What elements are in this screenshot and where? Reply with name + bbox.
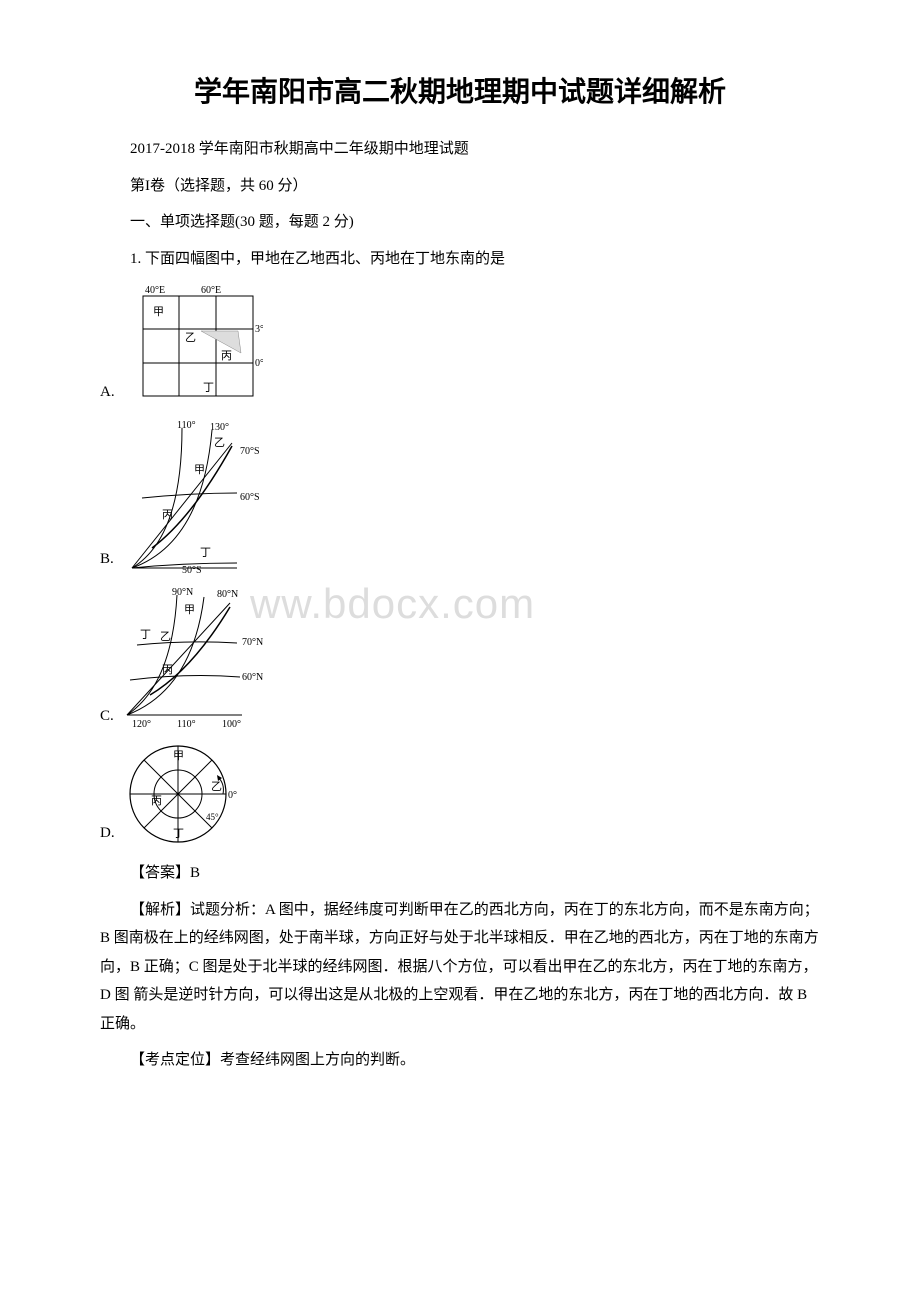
svg-text:60°N: 60°N bbox=[242, 672, 263, 683]
svg-text:130°: 130° bbox=[210, 422, 229, 433]
svg-text:80°N: 80°N bbox=[217, 589, 238, 600]
svg-text:乙: 乙 bbox=[214, 436, 225, 449]
exam-point: 【考点定位】考查经纬网图上方向的判断。 bbox=[100, 1046, 820, 1075]
diagram-c: 90°N 80°N 70°N 60°N 120° 110° 100° 甲 乙 丁… bbox=[122, 585, 277, 730]
svg-text:丁: 丁 bbox=[203, 382, 214, 394]
svg-text:丙: 丙 bbox=[221, 350, 232, 362]
page-title: 学年南阳市高二秋期地理期中试题详细解析 bbox=[100, 70, 820, 110]
option-c-label: C. bbox=[100, 708, 114, 725]
option-b-label: B. bbox=[100, 551, 114, 568]
svg-text:110°: 110° bbox=[177, 719, 196, 730]
svg-text:110°: 110° bbox=[177, 420, 196, 431]
analysis-text: 【解析】试题分析：A 图中，据经纬度可判断甲在乙的西北方向，丙在丁的东北方向，而… bbox=[100, 896, 820, 1039]
svg-text:60°E: 60°E bbox=[201, 285, 221, 296]
svg-text:70°S: 70°S bbox=[240, 446, 260, 457]
diagram-b: 110° 130° 70°S 60°S 50°S 甲 乙 丙 丁 bbox=[122, 418, 272, 573]
document-content: 学年南阳市高二秋期地理期中试题详细解析 2017-2018 学年南阳市秋期高中二… bbox=[100, 70, 820, 1075]
diagram-a: 40°E 60°E 3° 0° 甲 乙 丙 丁 bbox=[123, 281, 263, 406]
svg-text:甲: 甲 bbox=[194, 464, 205, 476]
svg-text:60°S: 60°S bbox=[240, 492, 260, 503]
option-c-row: C. 90°N 80°N 70°N 60°N 120° 110° 100° 甲 … bbox=[100, 585, 820, 730]
question-1: 1. 下面四幅图中，甲地在乙地西北、丙地在丁地东南的是 bbox=[100, 245, 820, 274]
section-label: 第I卷（选择题，共 60 分） bbox=[100, 172, 820, 201]
svg-text:0°: 0° bbox=[228, 790, 237, 801]
part-label: 一、单项选择题(30 题，每题 2 分) bbox=[100, 208, 820, 237]
svg-text:丁: 丁 bbox=[200, 547, 211, 559]
svg-text:甲: 甲 bbox=[153, 306, 164, 318]
svg-text:50°S: 50°S bbox=[182, 565, 202, 573]
svg-text:丁: 丁 bbox=[140, 629, 151, 641]
svg-text:甲: 甲 bbox=[173, 750, 184, 762]
svg-text:丙: 丙 bbox=[162, 509, 173, 521]
svg-text:45°: 45° bbox=[206, 812, 219, 822]
svg-text:丙: 丙 bbox=[162, 664, 173, 676]
option-b-row: B. 110° 130° 70°S 60°S 50°S 甲 乙 丙 丁 bbox=[100, 418, 820, 573]
svg-text:甲: 甲 bbox=[184, 604, 195, 616]
svg-text:乙: 乙 bbox=[160, 630, 171, 643]
svg-text:90°N: 90°N bbox=[172, 587, 193, 598]
svg-text:120°: 120° bbox=[132, 719, 151, 730]
svg-text:70°N: 70°N bbox=[242, 637, 263, 648]
svg-text:0°: 0° bbox=[255, 358, 263, 369]
option-a-label: A. bbox=[100, 384, 115, 401]
option-d-label: D. bbox=[100, 825, 115, 842]
svg-text:3°: 3° bbox=[255, 324, 263, 335]
diagram-d: 甲 乙 丙 丁 45° 0° bbox=[123, 742, 243, 847]
header-line: 2017-2018 学年南阳市秋期高中二年级期中地理试题 bbox=[100, 135, 820, 164]
svg-text:乙: 乙 bbox=[185, 331, 196, 344]
svg-text:丙: 丙 bbox=[151, 795, 162, 807]
svg-text:100°: 100° bbox=[222, 719, 241, 730]
svg-text:乙: 乙 bbox=[211, 780, 222, 793]
svg-text:40°E: 40°E bbox=[145, 285, 165, 296]
option-a-row: A. 40°E 60°E 3° 0° 甲 乙 丙 丁 bbox=[100, 281, 820, 406]
svg-text:丁: 丁 bbox=[173, 828, 184, 840]
option-d-row: D. 甲 乙 丙 丁 45° 0° bbox=[100, 742, 820, 847]
answer-label: 【答案】B bbox=[100, 859, 820, 888]
